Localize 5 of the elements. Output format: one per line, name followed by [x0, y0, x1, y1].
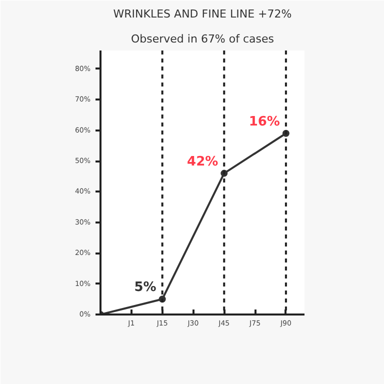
annotation: 42% — [187, 154, 218, 170]
annotation: 5% — [134, 280, 156, 296]
annotation: 16% — [248, 114, 280, 130]
chart-subtitle: Observed in 67% of cases — [130, 32, 274, 46]
chart-title: WRINKLES AND FINE LINE +72% — [113, 8, 292, 20]
